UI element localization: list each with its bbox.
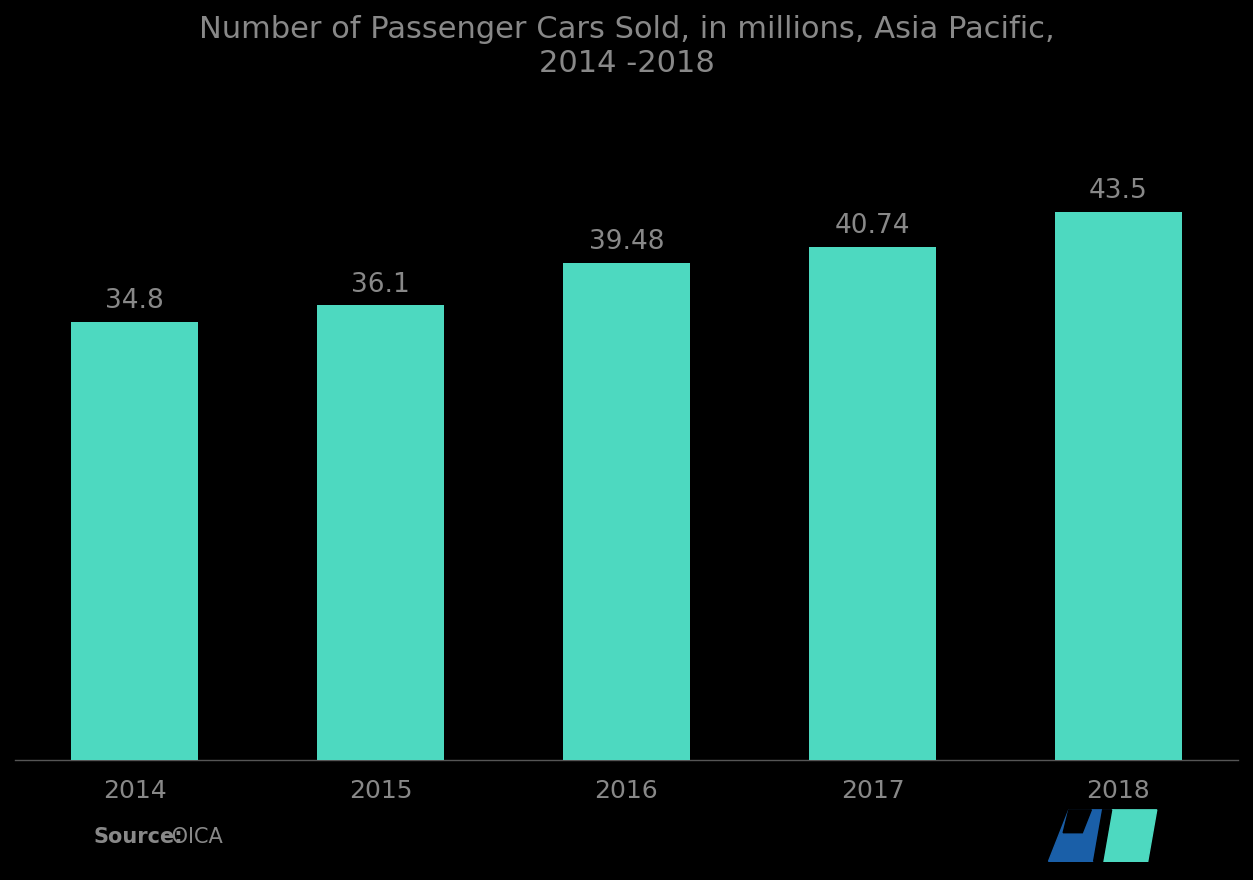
Text: 40.74: 40.74: [834, 213, 910, 239]
Polygon shape: [1103, 810, 1157, 862]
Bar: [317, 305, 445, 760]
Text: OICA: OICA: [165, 827, 223, 847]
Title: Number of Passenger Cars Sold, in millions, Asia Pacific,
2014 -2018: Number of Passenger Cars Sold, in millio…: [199, 15, 1054, 77]
Bar: [1055, 212, 1183, 760]
Bar: [563, 262, 690, 760]
Bar: [70, 321, 198, 760]
Text: 34.8: 34.8: [105, 288, 164, 314]
Polygon shape: [1094, 810, 1111, 862]
Polygon shape: [1063, 810, 1091, 832]
Text: 43.5: 43.5: [1089, 179, 1148, 204]
Bar: [808, 246, 936, 760]
Text: 36.1: 36.1: [351, 272, 410, 297]
Polygon shape: [1049, 810, 1114, 862]
Text: Source:: Source:: [94, 827, 184, 847]
Text: 39.48: 39.48: [589, 229, 664, 255]
